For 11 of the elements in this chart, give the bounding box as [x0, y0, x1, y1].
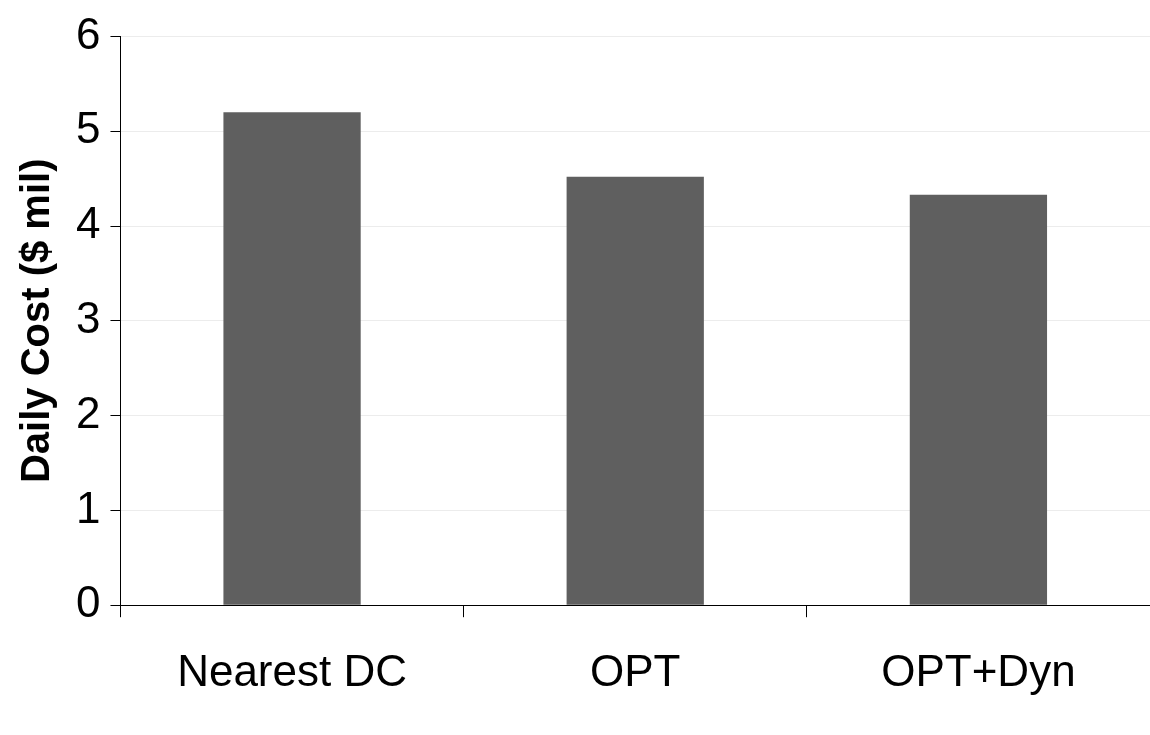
y-tick-label: 6: [75, 8, 101, 58]
x-tick-label: OPT+Dyn: [881, 645, 1076, 695]
y-tick-label: 4: [75, 198, 101, 248]
y-tick-label: 0: [75, 577, 101, 627]
y-tick-label: 5: [75, 103, 101, 153]
x-tick-label: OPT: [590, 645, 681, 695]
y-tick-label: 2: [75, 387, 101, 437]
y-tick-label: 1: [75, 482, 101, 532]
x-tick-label: Nearest DC: [177, 645, 407, 695]
y-tick-label: 3: [75, 292, 101, 342]
y-axis-title: Daily Cost ($ mil): [13, 158, 58, 484]
